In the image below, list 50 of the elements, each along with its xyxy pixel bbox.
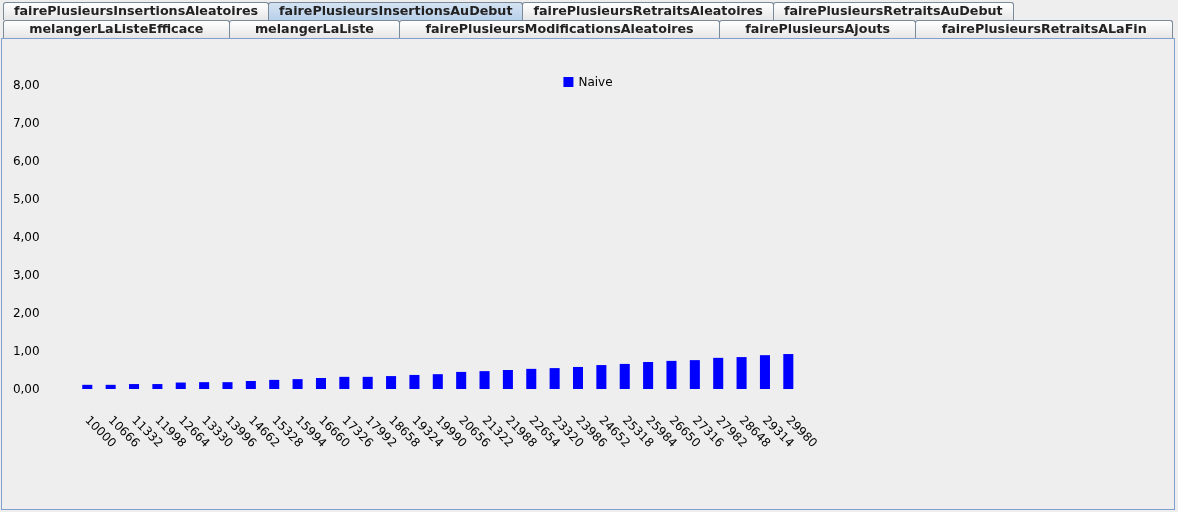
y-tick-label: 4,00 xyxy=(12,230,40,244)
bar xyxy=(456,371,467,389)
bar xyxy=(549,368,560,389)
bar xyxy=(245,381,256,389)
tab: fairePlusieursInsertionsAuDebut xyxy=(268,2,524,20)
tab: fairePlusieursRetraitsAuDebut xyxy=(772,2,1014,20)
bar xyxy=(199,382,210,389)
bar xyxy=(152,384,163,389)
bar xyxy=(643,362,654,389)
bar xyxy=(572,366,584,389)
bar xyxy=(362,376,373,389)
bar xyxy=(292,379,303,389)
tab: fairePlusieursRetraitsALaFin xyxy=(915,20,1173,38)
legend-label: Naive xyxy=(578,75,613,89)
bar xyxy=(759,355,770,389)
bar xyxy=(736,357,747,389)
bar xyxy=(409,374,420,389)
bar xyxy=(783,354,794,389)
bar xyxy=(713,357,724,389)
bar xyxy=(479,371,490,389)
tab: fairePlusieursAjouts xyxy=(718,20,917,38)
bar xyxy=(222,382,233,389)
tab: melangerLaListeEfficace xyxy=(3,20,230,38)
bar xyxy=(105,384,116,389)
tab: fairePlusieursRetraitsAleatoires xyxy=(522,2,774,20)
y-tick-label: 0,00 xyxy=(12,382,40,396)
bar xyxy=(175,382,186,389)
bar xyxy=(689,360,700,389)
tab: fairePlusieursInsertionsAleatoires xyxy=(3,2,270,20)
y-tick-label: 6,00 xyxy=(12,154,40,168)
bar xyxy=(339,376,350,389)
bar xyxy=(596,365,607,389)
y-tick-label: 3,00 xyxy=(12,268,40,282)
y-tick-label: 7,00 xyxy=(12,116,40,130)
tab: melangerLaListe xyxy=(228,20,401,38)
y-tick-label: 8,00 xyxy=(12,78,40,92)
bar xyxy=(432,374,443,389)
bar xyxy=(129,384,140,389)
bar xyxy=(619,363,630,389)
bar xyxy=(526,368,537,389)
y-tick-label: 5,00 xyxy=(12,192,40,206)
bar xyxy=(666,360,677,389)
bar xyxy=(82,384,93,389)
bar xyxy=(502,370,513,389)
bar xyxy=(315,377,326,389)
bar xyxy=(269,379,280,389)
y-tick-label: 2,00 xyxy=(12,306,40,320)
tab: fairePlusieursModificationsAleatoires xyxy=(399,20,720,38)
bar xyxy=(386,376,397,389)
y-tick-label: 1,00 xyxy=(12,344,40,358)
